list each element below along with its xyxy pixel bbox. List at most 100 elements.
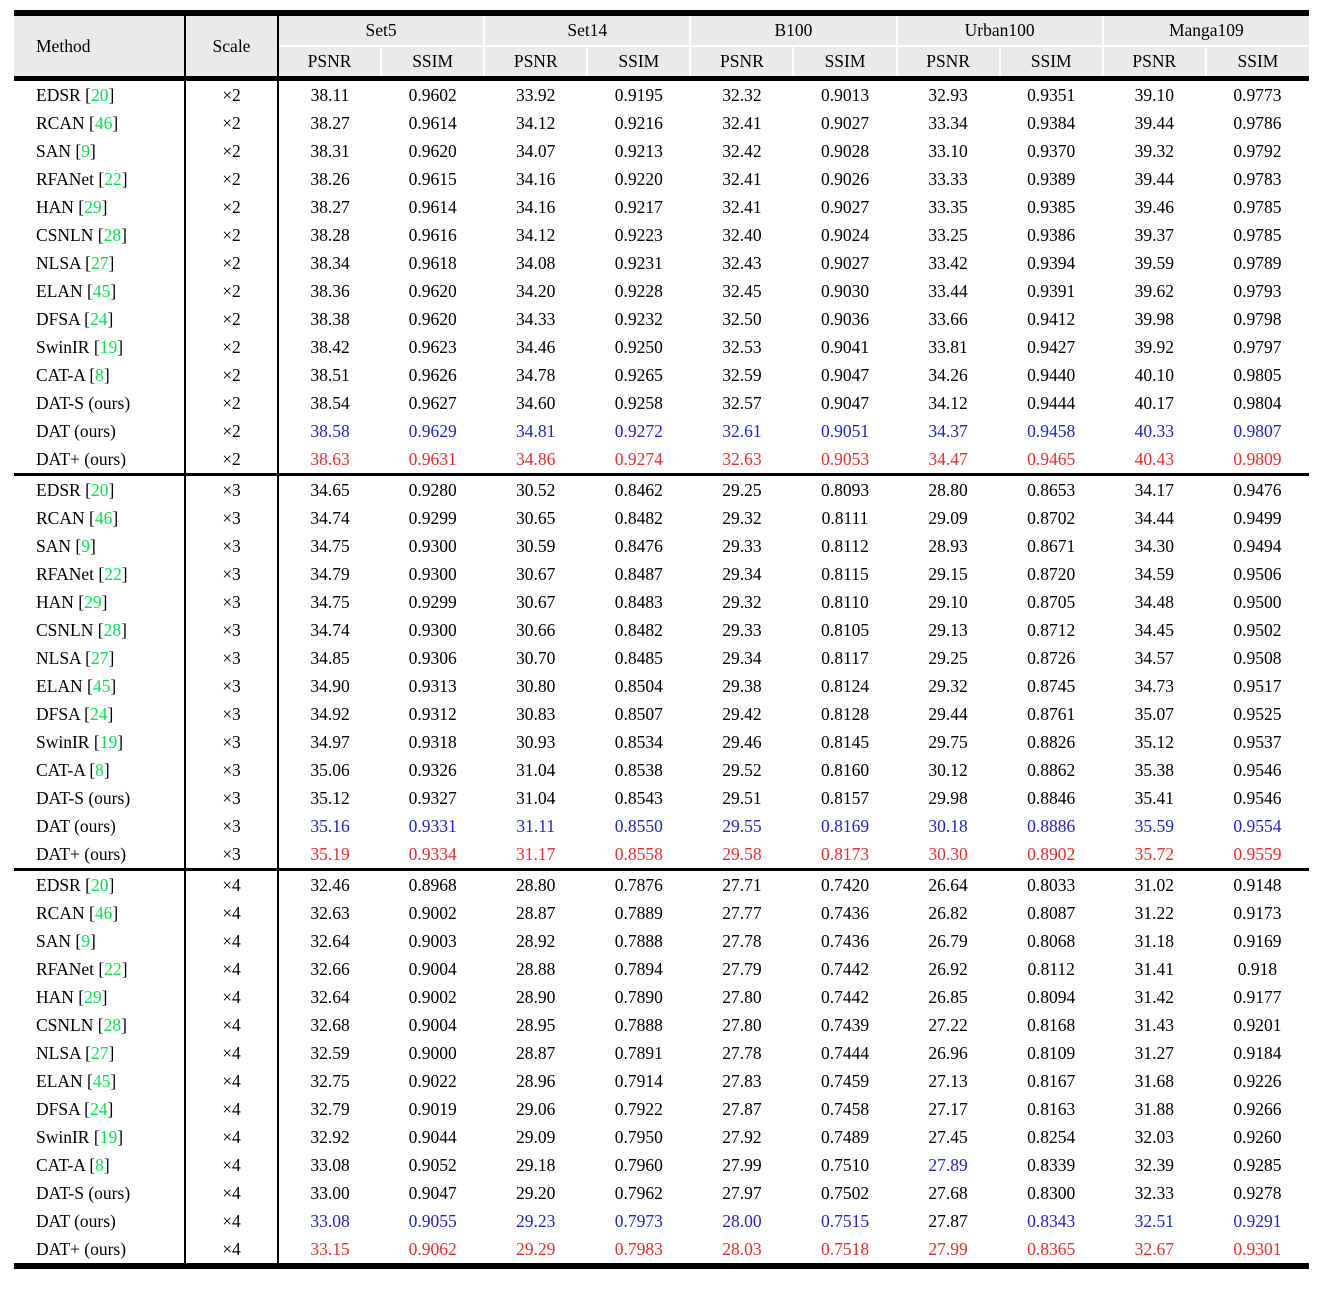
metric-value: 30.67 [516,592,556,612]
metric-value: 0.9047 [820,393,870,413]
metric-value: 27.97 [722,1183,762,1203]
table-row: CAT-A [8] ×4 33.08 0.9052 29.18 0.7960 27.99 0.… [14,1151,1309,1179]
metric-value: 0.9026 [820,169,870,189]
method-cell: RCAN [46] [14,899,186,927]
metric-value: 0.7922 [614,1099,663,1119]
metric-value: 0.7436 [820,931,870,951]
metric-value: 35.41 [1134,788,1174,808]
table-row: SAN [9] ×3 34.75 0.9300 30.59 0.8476 29.33 0.81… [14,532,1309,560]
citation-ref: 19 [99,337,118,357]
scale-cell: ×2 [185,417,279,445]
citation-ref: 19 [99,1127,118,1147]
table-row: DFSA [24] ×3 34.92 0.9312 30.83 0.8507 29.42 0.… [14,700,1309,728]
metric-value: 34.75 [310,592,350,612]
metric-value: 0.8343 [1027,1211,1076,1231]
metric-value: 29.32 [722,592,762,612]
scale-cell: ×3 [185,588,279,616]
metric-value: 31.41 [1134,959,1174,979]
metric-value: 34.97 [310,732,350,752]
header-dataset-urban100: Urban100 [895,12,1104,47]
metric-value: 28.96 [516,1071,556,1091]
scale-cell: ×3 [185,616,279,644]
metric-value: 0.7960 [614,1155,663,1175]
metric-value: 30.18 [928,816,968,836]
metric-value: 28.88 [516,959,556,979]
scale-cell: ×4 [185,955,279,983]
metric-value: 32.93 [928,85,968,105]
metric-value: 32.32 [722,85,762,105]
method-cell: DAT-S (ours) [14,389,186,417]
metric-value: 34.47 [928,449,968,469]
metric-value: 0.9004 [408,1015,457,1035]
citation-ref: 45 [92,1071,111,1091]
table-row: RCAN [46] ×4 32.63 0.9002 28.87 0.7889 27.77 0.… [14,899,1309,927]
metric-value: 0.9805 [1233,365,1282,385]
scale-cell: ×3 [185,644,279,672]
metric-value: 29.25 [722,480,762,500]
metric-value: 32.92 [310,1127,350,1147]
metric-value: 0.9331 [408,816,457,836]
method-name: HAN [36,987,74,1007]
citation-ref: 46 [94,113,113,133]
citation-ref: 24 [89,309,108,329]
method-name: CAT-A [36,1155,85,1175]
metric-value: 0.9036 [820,309,870,329]
header-group-row: Method Scale Set5 Set14 B100 Urban100 Ma… [14,12,1309,80]
metric-value: 33.15 [310,1239,350,1259]
metric-value: 38.31 [310,141,350,161]
metric-value: 26.82 [928,903,968,923]
metric-value: 0.9041 [820,337,870,357]
citation-ref: 46 [94,903,113,923]
metric-value: 0.9334 [408,844,457,864]
metric-value: 30.70 [516,648,556,668]
metric-value: 32.41 [722,169,762,189]
scale-cell: ×3 [185,532,279,560]
method-name: CSNLN [36,620,94,640]
metric-value: 34.30 [1134,536,1174,556]
metric-value: 0.8112 [1027,959,1075,979]
metric-value: 34.57 [1134,648,1174,668]
metric-value: 33.33 [928,169,968,189]
metric-value: 0.9384 [1027,113,1076,133]
metric-value: 0.9537 [1233,732,1282,752]
table-row: DAT-S (ours) ×4 33.00 0.9047 29.20 0.7962 27.9… [14,1179,1309,1207]
header-metric-psnr: PSNR [1101,45,1207,80]
metric-value: 0.8550 [614,816,663,836]
metric-value: 34.37 [928,421,968,441]
metric-value: 0.8109 [1027,1043,1076,1063]
metric-value: 0.9027 [820,253,870,273]
metric-value: 0.9299 [408,508,457,528]
method-cell: RCAN [46] [14,109,186,137]
metric-value: 0.9003 [408,931,457,951]
metric-value: 31.42 [1134,987,1174,1007]
metric-value: 0.8033 [1027,875,1076,895]
metric-value: 0.9546 [1233,760,1282,780]
table-row: DAT+ (ours) ×3 35.19 0.9334 31.17 0.8558 29.58… [14,840,1309,870]
metric-value: 26.92 [928,959,968,979]
metric-value: 0.9389 [1027,169,1076,189]
metric-value: 0.9266 [1233,1099,1282,1119]
metric-value: 0.9260 [1233,1127,1282,1147]
table-row: SwinIR [19] ×2 38.42 0.9623 34.46 0.9250 32.53… [14,333,1309,361]
metric-value: 30.12 [928,760,968,780]
method-cell: SAN [9] [14,532,186,560]
metric-value: 0.9291 [1233,1211,1282,1231]
citation-ref: 24 [89,1099,108,1119]
metric-value: 0.9301 [1233,1239,1282,1259]
header-dataset-set5: Set5 [276,12,486,47]
header-dataset-b100: B100 [689,12,898,47]
metric-value: 0.7973 [614,1211,663,1231]
metric-value: 27.78 [722,931,762,951]
metric-value: 34.74 [310,620,350,640]
table-row: DAT (ours) ×3 35.16 0.9331 31.11 0.8550 29.55 0… [14,812,1309,840]
metric-value: 30.67 [516,564,556,584]
metric-value: 0.8105 [820,620,870,640]
header-metric-psnr: PSNR [276,45,383,80]
metric-value: 29.75 [928,732,968,752]
metric-value: 34.17 [1134,480,1174,500]
metric-value: 0.7436 [820,903,870,923]
metric-value: 34.78 [516,365,556,385]
metric-value: 0.9785 [1233,197,1282,217]
method-name: DAT (ours) [36,816,116,836]
method-name: HAN [36,197,74,217]
